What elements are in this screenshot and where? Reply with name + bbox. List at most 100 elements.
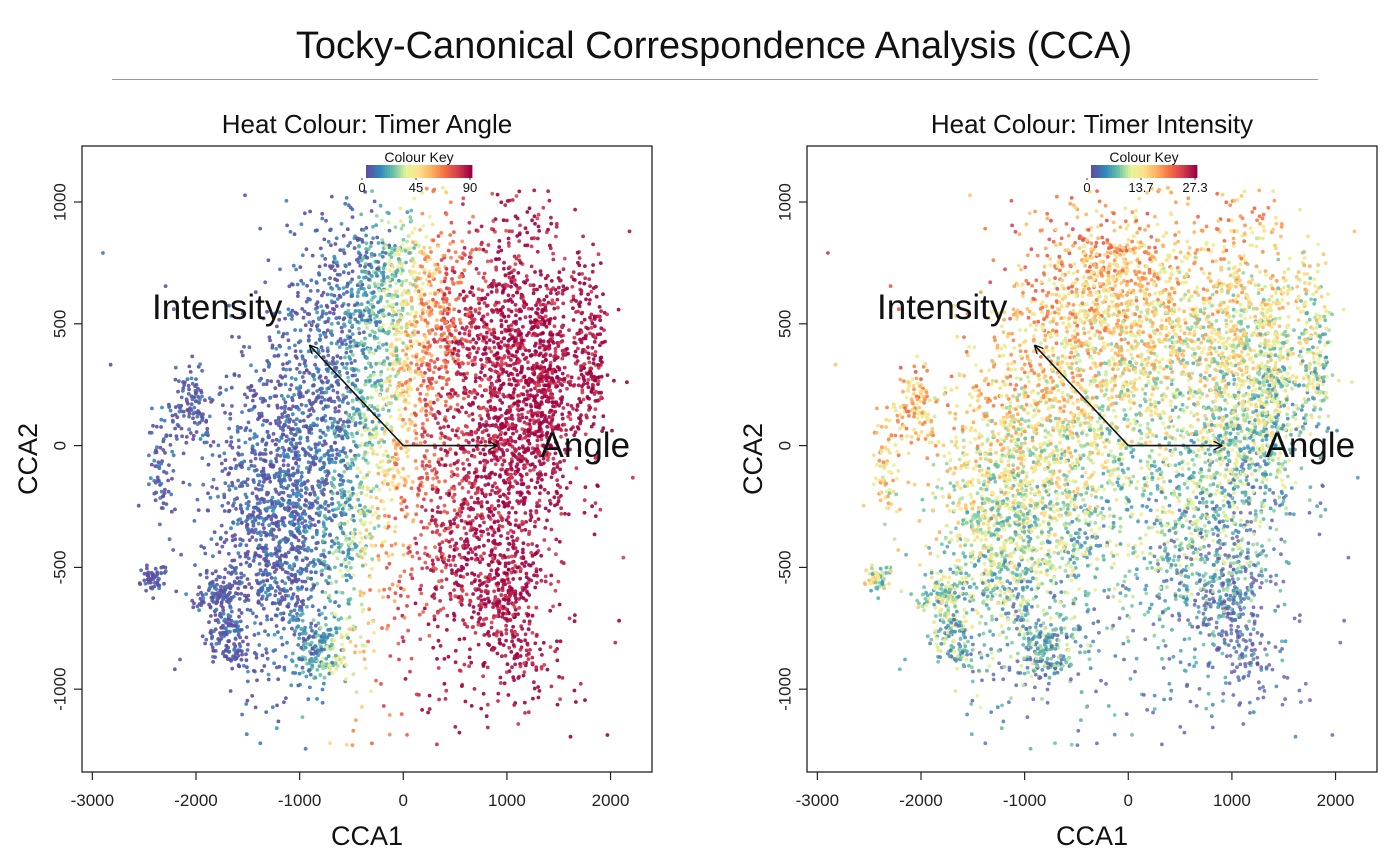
data-point <box>333 434 338 439</box>
data-point <box>546 491 551 495</box>
data-point <box>538 484 543 488</box>
data-point <box>298 339 303 343</box>
data-point <box>497 345 502 350</box>
data-point <box>409 218 414 223</box>
data-point <box>340 495 345 500</box>
data-point <box>567 410 572 415</box>
data-point <box>228 416 233 421</box>
data-point <box>454 328 458 333</box>
data-point <box>367 277 371 282</box>
data-point <box>397 579 402 584</box>
data-point <box>263 477 268 481</box>
data-point <box>400 424 405 429</box>
data-point <box>592 334 597 338</box>
data-point <box>253 621 257 625</box>
data-point <box>297 498 301 502</box>
data-point <box>505 328 509 333</box>
data-point <box>339 542 344 547</box>
data-point <box>380 426 385 431</box>
data-point <box>570 284 575 289</box>
data-point <box>456 353 461 358</box>
data-point <box>254 392 258 396</box>
data-point <box>384 421 389 426</box>
data-point <box>563 287 568 292</box>
data-point <box>375 431 379 436</box>
data-point <box>363 505 367 509</box>
data-point <box>350 547 355 552</box>
data-point <box>521 352 525 357</box>
data-point <box>568 480 573 485</box>
data-point <box>268 583 273 588</box>
data-point <box>336 409 341 414</box>
data-point <box>492 386 497 391</box>
data-point <box>323 433 328 438</box>
data-point <box>359 705 364 709</box>
data-point <box>297 362 302 367</box>
data-point <box>513 479 518 483</box>
data-point <box>519 478 524 482</box>
data-point <box>325 328 330 333</box>
data-point <box>266 433 271 438</box>
data-point <box>353 650 357 655</box>
data-point <box>275 607 280 611</box>
data-point <box>474 247 478 252</box>
data-point <box>526 605 531 610</box>
data-point <box>229 572 234 576</box>
data-point <box>299 488 304 493</box>
data-point <box>306 546 310 550</box>
data-point <box>300 558 305 563</box>
data-point <box>398 206 403 211</box>
data-point <box>320 253 325 258</box>
data-point <box>288 229 293 234</box>
data-point <box>258 511 263 516</box>
data-point <box>541 339 546 344</box>
data-point <box>310 501 315 506</box>
data-point <box>542 383 547 388</box>
data-point <box>328 599 333 603</box>
data-point <box>269 576 274 580</box>
data-point <box>293 328 297 332</box>
data-point <box>457 317 462 322</box>
data-point <box>305 283 309 288</box>
data-point <box>379 543 384 548</box>
data-point <box>592 317 597 321</box>
data-point <box>420 264 424 269</box>
data-point <box>199 544 204 549</box>
data-point <box>275 703 279 708</box>
data-point <box>466 450 471 455</box>
data-point <box>315 416 320 421</box>
data-point <box>476 287 481 291</box>
data-point <box>494 257 498 261</box>
data-point <box>280 375 285 380</box>
data-point <box>351 573 356 578</box>
data-point <box>535 413 540 418</box>
data-point <box>461 461 465 466</box>
data-point <box>313 493 317 497</box>
data-point <box>338 337 343 341</box>
data-point <box>325 305 330 309</box>
data-point <box>407 269 412 274</box>
data-point <box>450 387 455 392</box>
data-point <box>571 270 576 274</box>
data-point <box>414 355 418 359</box>
data-point <box>428 385 433 389</box>
data-point <box>593 353 597 358</box>
data-point <box>357 275 361 280</box>
data-point <box>244 426 249 430</box>
data-point <box>244 560 249 565</box>
data-point <box>310 604 315 609</box>
data-point <box>424 351 429 355</box>
data-point <box>285 561 289 565</box>
data-point <box>357 485 362 490</box>
data-point <box>264 563 269 567</box>
data-point <box>589 289 594 294</box>
data-point <box>283 507 288 512</box>
data-point <box>262 583 267 587</box>
data-point <box>544 294 549 299</box>
data-point <box>371 544 376 548</box>
data-point <box>255 442 260 447</box>
data-point <box>481 447 486 452</box>
data-point <box>402 499 406 504</box>
data-point <box>384 551 389 555</box>
data-point <box>298 393 303 398</box>
